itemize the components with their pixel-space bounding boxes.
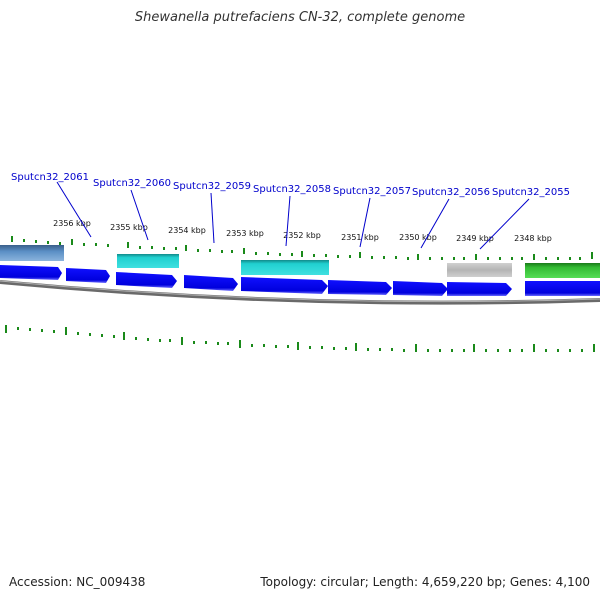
gene-label-2059[interactable]: Sputcn32_2059	[173, 181, 251, 192]
cds-arrow	[0, 265, 62, 280]
gene-label-2057[interactable]: Sputcn32_2057	[333, 186, 411, 197]
top-ticks	[11, 236, 593, 260]
kbp-label: 2351 kbp	[341, 233, 379, 242]
accession-label: Accession: NC_009438	[9, 575, 146, 589]
kbp-label: 2348 kbp	[514, 234, 552, 243]
cds-arrow	[116, 272, 177, 288]
kbp-label: 2354 kbp	[168, 226, 206, 235]
gene-label-2060[interactable]: Sputcn32_2060	[93, 178, 171, 189]
leader-lines	[56, 181, 530, 250]
feature-steel	[0, 245, 64, 261]
backbone	[0, 280, 600, 305]
gene-label-2056[interactable]: Sputcn32_2056	[412, 187, 490, 198]
bottom-ticks	[5, 325, 595, 352]
kbp-label: 2352 kbp	[283, 231, 321, 240]
kbp-label: 2353 kbp	[226, 229, 264, 238]
cds-arrow	[241, 277, 328, 294]
kbp-label: 2350 kbp	[399, 233, 437, 242]
feature-teal-2058	[241, 260, 329, 275]
kbp-label: 2356 kbp	[53, 219, 91, 228]
cds-arrow	[393, 281, 448, 296]
cds-block	[525, 281, 600, 296]
kbp-labels: 2356 kbp 2355 kbp 2354 kbp 2353 kbp 2352…	[53, 219, 552, 243]
genome-summary: Topology: circular; Length: 4,659,220 bp…	[260, 575, 590, 589]
feature-green	[525, 263, 600, 278]
feature-teal-2060	[117, 254, 179, 268]
kbp-label: 2349 kbp	[456, 234, 494, 243]
cds-arrow	[66, 268, 110, 283]
map-title: Shewanella putrefaciens CN-32, complete …	[134, 10, 466, 25]
cds-arrow	[328, 280, 392, 295]
backbone-highlight	[0, 280, 600, 303]
gene-labels: Sputcn32_2061 Sputcn32_2060 Sputcn32_205…	[11, 172, 570, 198]
gene-label-2061[interactable]: Sputcn32_2061	[11, 172, 89, 183]
cds-arrow	[184, 275, 238, 291]
kbp-label: 2355 kbp	[110, 223, 148, 232]
cds-arrow	[447, 282, 512, 296]
gene-label-2058[interactable]: Sputcn32_2058	[253, 184, 331, 195]
feature-grey	[447, 263, 512, 277]
gene-label-2055[interactable]: Sputcn32_2055	[492, 187, 570, 198]
